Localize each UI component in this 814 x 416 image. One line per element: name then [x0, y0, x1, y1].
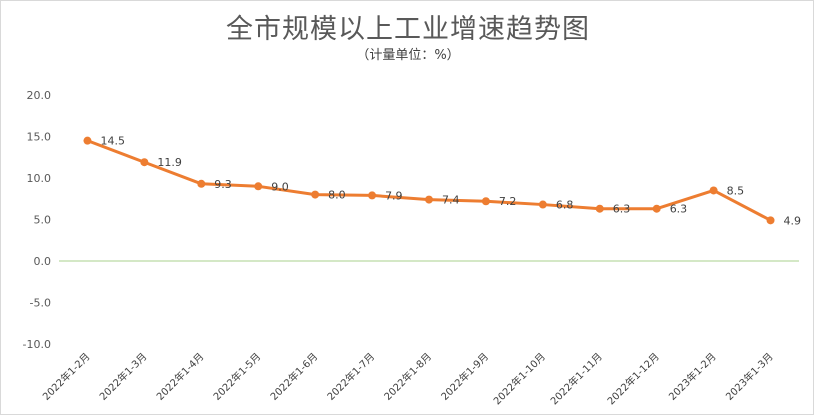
- x-tick-label: 2022年1-9月: [438, 350, 491, 403]
- x-tick-label: 2022年1-2月: [40, 350, 93, 403]
- data-label: 6.8: [556, 199, 574, 212]
- data-label: 9.0: [271, 180, 289, 193]
- y-tick-label: 5.0: [34, 214, 52, 227]
- data-label: 14.5: [100, 135, 125, 148]
- y-tick-label: 20.0: [27, 89, 52, 102]
- x-tick-label: 2022年1-8月: [381, 350, 434, 403]
- chart-title: 全市规模以上工业增速趋势图: [226, 14, 590, 45]
- x-tick-label: 2023年1-2月: [666, 350, 719, 403]
- x-tick-label: 2022年1-11月: [548, 350, 605, 407]
- y-tick-label: 15.0: [27, 131, 52, 144]
- data-point: [766, 216, 775, 225]
- y-tick-label: -10.0: [23, 338, 51, 351]
- x-tick-label: 2022年1-3月: [97, 350, 150, 403]
- chart-subtitle: （计量单位：%）: [356, 48, 460, 63]
- data-point: [254, 182, 263, 191]
- data-point: [368, 191, 377, 200]
- data-label: 7.2: [499, 195, 517, 208]
- data-point: [709, 186, 718, 195]
- data-label: 8.0: [328, 189, 346, 202]
- data-label: 7.9: [385, 189, 403, 202]
- y-tick-label: 10.0: [27, 172, 52, 185]
- x-tick-label: 2022年1-12月: [604, 350, 661, 407]
- data-label: 7.4: [442, 194, 460, 207]
- x-tick-label: 2022年1-5月: [210, 350, 263, 403]
- x-tick-label: 2022年1-10月: [491, 350, 548, 407]
- data-point: [538, 200, 547, 209]
- x-tick-label: 2022年1-6月: [267, 350, 320, 403]
- x-tick-label: 2022年1-4月: [154, 350, 207, 403]
- data-label: 6.3: [670, 203, 688, 216]
- data-point: [197, 179, 206, 188]
- y-tick-label: -5.0: [30, 297, 51, 310]
- data-point: [140, 158, 149, 167]
- series-line: [85, 139, 773, 222]
- y-tick-label: 0.0: [34, 255, 52, 268]
- data-point: [425, 195, 433, 204]
- data-point: [83, 136, 92, 145]
- x-tick-label: 2022年1-7月: [324, 350, 377, 403]
- data-label: 11.9: [157, 156, 182, 169]
- data-label: 9.3: [214, 178, 232, 191]
- data-point: [595, 204, 604, 213]
- data-point: [481, 197, 490, 206]
- data-label: 8.5: [727, 184, 745, 197]
- data-label: 4.9: [784, 214, 802, 227]
- data-label: 6.3: [613, 203, 631, 216]
- x-tick-label: 2023年1-3月: [723, 350, 776, 403]
- data-point: [311, 190, 320, 199]
- data-point: [652, 204, 661, 213]
